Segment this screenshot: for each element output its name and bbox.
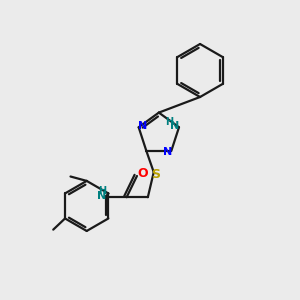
Text: H: H <box>98 186 106 196</box>
Text: N: N <box>163 147 172 157</box>
Text: S: S <box>151 168 160 181</box>
Text: O: O <box>137 167 148 180</box>
Text: H: H <box>166 117 174 127</box>
Text: N: N <box>138 121 147 131</box>
Text: N: N <box>97 191 106 201</box>
Text: N: N <box>170 121 179 131</box>
